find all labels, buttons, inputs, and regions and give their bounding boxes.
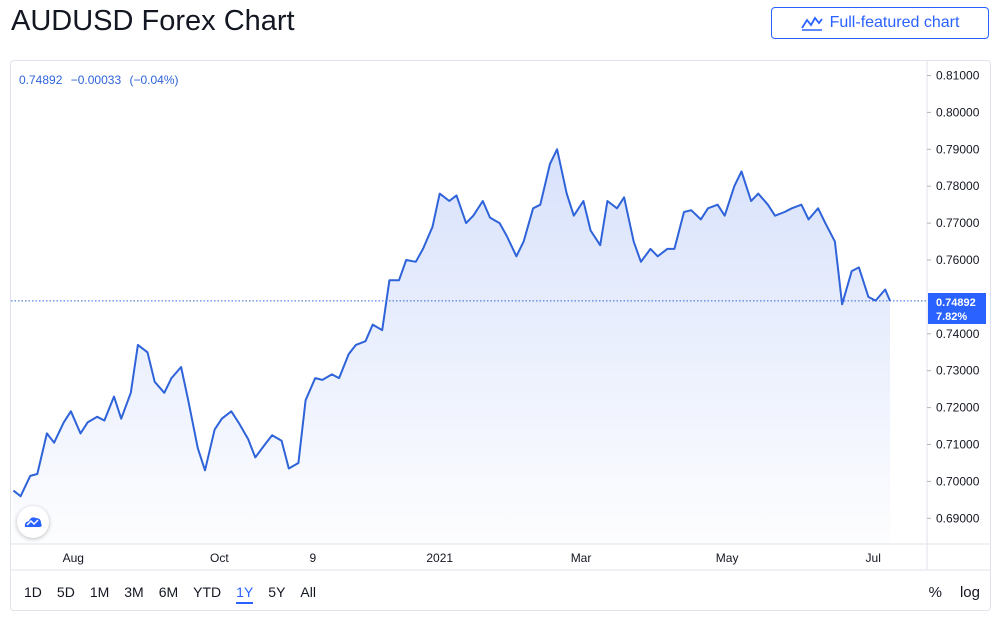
percent-scale-button[interactable]: % — [928, 584, 942, 601]
price-badge: 0.74892 7.82% — [928, 293, 986, 324]
y-tick-label: 0.79000 — [936, 142, 980, 156]
tradingview-logo-button[interactable] — [17, 506, 49, 538]
range-button-1m[interactable]: 1M — [89, 584, 110, 600]
price-badge-bg — [928, 293, 986, 324]
legend-change: −0.00033 — [71, 73, 122, 87]
range-selector: 1D 5D 1M 3M 6M YTD 1Y 5Y All — [24, 584, 316, 604]
price-axis[interactable]: 0.81000 0.80000 0.79000 0.78000 0.77000 0.760… — [927, 69, 980, 526]
x-tick-label: Jul — [866, 551, 881, 565]
y-tick-label: 0.81000 — [936, 69, 980, 83]
plot-area — [11, 148, 927, 545]
x-tick-label: Oct — [210, 551, 229, 565]
x-tick-label: 2021 — [426, 551, 453, 565]
legend-last: 0.74892 — [19, 73, 63, 87]
x-tick-label: Aug — [63, 551, 84, 565]
chart-line-icon — [800, 16, 823, 31]
price-area-fill — [13, 149, 890, 545]
range-button-1d[interactable]: 1D — [24, 584, 42, 600]
y-tick-label: 0.70000 — [936, 474, 980, 488]
y-tick-label: 0.80000 — [936, 105, 980, 119]
range-button-5d[interactable]: 5D — [56, 584, 75, 600]
y-tick-label: 0.77000 — [936, 216, 980, 230]
y-tick-label: 0.69000 — [936, 511, 980, 525]
y-tick-label: 0.76000 — [936, 253, 980, 267]
range-button-1y[interactable]: 1Y — [236, 584, 254, 604]
y-tick-label: 0.71000 — [936, 438, 980, 452]
price-line — [12, 148, 891, 498]
x-tick-label: Mar — [571, 551, 592, 565]
price-badge-value: 0.74892 — [936, 297, 976, 309]
y-tick-label: 0.73000 — [936, 364, 980, 378]
range-button-6m[interactable]: 6M — [158, 584, 179, 600]
page-title: AUDUSD Forex Chart — [11, 5, 295, 37]
legend-change-pct: (−0.04%) — [129, 73, 178, 87]
legend-values: 0.74892 −0.00033 (−0.04%) — [19, 73, 179, 87]
scale-selector: % log — [929, 584, 980, 601]
range-button-5y[interactable]: 5Y — [268, 584, 286, 600]
y-tick-label: 0.78000 — [936, 179, 980, 193]
price-badge-pct: 7.82% — [936, 311, 967, 323]
x-tick-label: 9 — [309, 551, 316, 565]
range-button-3m[interactable]: 3M — [124, 584, 144, 600]
time-axis[interactable]: Aug Oct 9 2021 Mar May Jul — [63, 551, 881, 565]
y-tick-label: 0.72000 — [936, 401, 980, 415]
y-tick-label: 0.74000 — [936, 327, 980, 341]
x-tick-label: May — [716, 551, 739, 565]
range-button-ytd[interactable]: YTD — [193, 584, 222, 600]
range-button-all[interactable]: All — [300, 584, 316, 600]
cloud-logo-icon — [24, 517, 42, 527]
full-featured-chart-label: Full-featured chart — [829, 14, 960, 31]
log-scale-button[interactable]: log — [959, 584, 980, 601]
full-featured-chart-button[interactable]: Full-featured chart — [771, 7, 989, 39]
